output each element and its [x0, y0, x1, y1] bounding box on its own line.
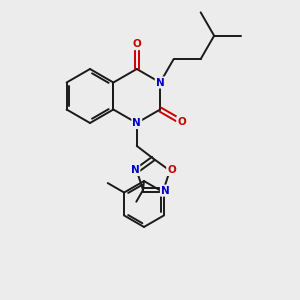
Text: O: O: [132, 39, 141, 49]
Text: N: N: [132, 118, 141, 128]
Text: N: N: [156, 77, 164, 88]
Text: O: O: [167, 165, 176, 175]
Text: N: N: [161, 186, 170, 196]
Text: O: O: [177, 117, 186, 127]
Text: N: N: [130, 165, 139, 175]
